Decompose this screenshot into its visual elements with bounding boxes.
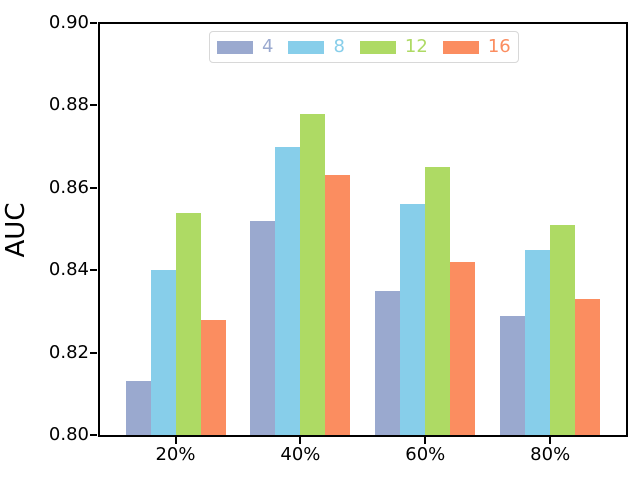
legend-entry-12: 12 <box>359 36 428 57</box>
x-tick-label: 40% <box>280 444 321 465</box>
bar-8-20% <box>150 270 176 435</box>
x-tick-mark <box>299 437 302 444</box>
y-tick-mark <box>90 434 97 436</box>
legend-label: 8 <box>333 36 345 57</box>
legend-swatch-icon <box>442 40 479 54</box>
bar-12-20% <box>175 212 201 435</box>
y-tick-mark <box>90 104 97 107</box>
legend-entry-4: 4 <box>217 38 273 56</box>
y-tick-mark <box>90 186 97 189</box>
legend-label: 12 <box>404 36 428 57</box>
y-tick-label: 0.90 <box>48 12 89 33</box>
bar-4-40% <box>250 220 276 435</box>
legend-label: 16 <box>487 36 511 57</box>
bar-4-20% <box>125 381 151 435</box>
bar-4-80% <box>500 315 526 435</box>
legend-swatch-icon <box>217 40 253 54</box>
y-tick-mark <box>90 269 97 272</box>
x-tick-mark <box>424 437 427 444</box>
bar-12-60% <box>425 167 451 435</box>
bar-8-80% <box>525 249 551 435</box>
bar-12-40% <box>300 113 326 435</box>
legend-entry-8: 8 <box>288 36 345 57</box>
y-tick-label: 0.80 <box>48 424 89 445</box>
bar-8-40% <box>275 146 301 435</box>
plot-area <box>98 22 628 437</box>
legend-label: 4 <box>262 36 274 57</box>
bar-12-80% <box>550 224 576 435</box>
bar-4-60% <box>375 290 401 435</box>
legend-entry-16: 16 <box>442 36 511 57</box>
x-tick-label: 60% <box>405 444 446 465</box>
y-tick-label: 0.84 <box>48 259 89 281</box>
legend-swatch-icon <box>359 40 396 54</box>
bar-16-60% <box>450 261 476 435</box>
y-axis-label: AUC <box>1 202 31 258</box>
legend-swatch-icon <box>288 40 325 54</box>
y-tick-mark <box>90 22 97 24</box>
y-tick-label: 0.82 <box>48 341 89 363</box>
legend: 4 8 12 16 <box>209 31 519 63</box>
bar-16-80% <box>575 299 601 435</box>
y-tick-label: 0.86 <box>48 176 89 198</box>
y-tick-mark <box>90 351 97 354</box>
x-tick-mark <box>174 437 177 444</box>
x-tick-mark <box>549 437 552 444</box>
bar-8-60% <box>400 204 426 435</box>
x-tick-label: 80% <box>530 444 571 465</box>
bar-16-20% <box>200 319 226 435</box>
x-tick-label: 20% <box>155 444 196 465</box>
bar-16-40% <box>325 175 351 435</box>
y-tick-label: 0.88 <box>48 94 89 116</box>
